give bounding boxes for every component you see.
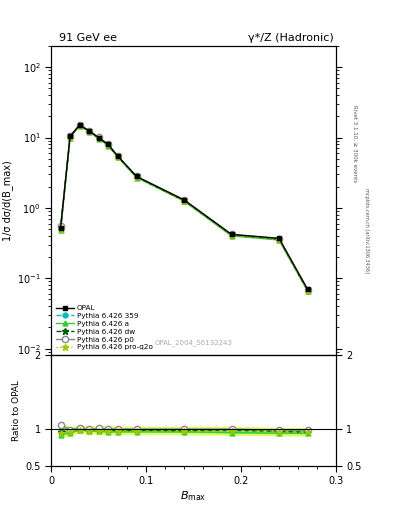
Text: OPAL_2004_S6132243: OPAL_2004_S6132243	[154, 339, 233, 346]
Text: Rivet 3.1.10, ≥ 300k events: Rivet 3.1.10, ≥ 300k events	[352, 105, 357, 182]
Y-axis label: Ratio to OPAL: Ratio to OPAL	[12, 380, 21, 441]
Text: 91 GeV ee: 91 GeV ee	[59, 33, 117, 44]
Text: γ*/Z (Hadronic): γ*/Z (Hadronic)	[248, 33, 334, 44]
Legend: OPAL, Pythia 6.426 359, Pythia 6.426 a, Pythia 6.426 dw, Pythia 6.426 p0, Pythia: OPAL, Pythia 6.426 359, Pythia 6.426 a, …	[55, 304, 154, 352]
X-axis label: $B_{\rm max}$: $B_{\rm max}$	[180, 489, 207, 503]
Y-axis label: 1/σ dσ/d(B_max): 1/σ dσ/d(B_max)	[2, 160, 13, 241]
Text: mcplots.cern.ch [arXiv:1306.3436]: mcplots.cern.ch [arXiv:1306.3436]	[364, 188, 369, 273]
